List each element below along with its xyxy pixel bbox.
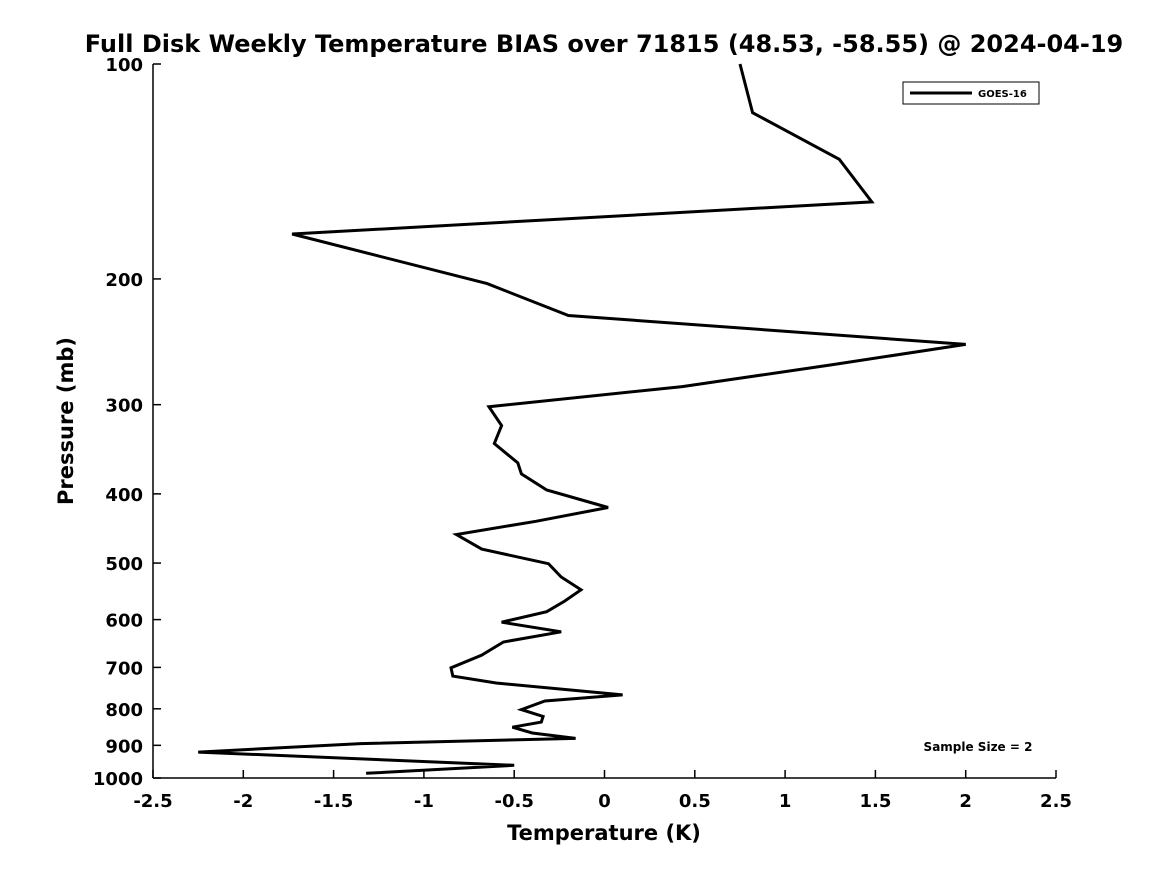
x-ticks: -2.5 -2 -1.5 -1 -0.5 0 0.5 1 1.5 2 2.5 (133, 770, 1072, 812)
y-tick-label: 1000 (93, 769, 143, 790)
y-tick-label: 300 (105, 396, 143, 417)
y-tick-label: 400 (105, 485, 143, 506)
y-axis-label: Pressure (mb) (54, 337, 78, 505)
y-tick-label: 800 (105, 700, 143, 721)
y-tick-label: 500 (105, 554, 143, 575)
x-tick-label: -2 (233, 791, 253, 812)
x-tick-label: -1.5 (314, 791, 353, 812)
sample-size-annotation: Sample Size = 2 (924, 740, 1033, 754)
x-axis-label: Temperature (K) (507, 821, 701, 845)
chart-title: Full Disk Weekly Temperature BIAS over 7… (85, 30, 1124, 58)
y-tick-label: 200 (105, 270, 143, 291)
legend: GOES-16 (902, 81, 1040, 105)
x-tick-label: -2.5 (133, 791, 172, 812)
y-tick-label: 600 (105, 611, 143, 632)
x-tick-label: -1 (414, 791, 434, 812)
y-tick-label: 900 (105, 736, 143, 757)
y-tick-label: 100 (105, 55, 143, 76)
series-line-goes-16 (198, 63, 966, 775)
x-tick-label: 2 (959, 791, 972, 812)
legend-entry-goes-16: GOES-16 (978, 89, 1027, 100)
x-tick-label: 2.5 (1040, 791, 1072, 812)
x-tick-label: 0 (598, 791, 611, 812)
x-tick-label: 1 (779, 791, 792, 812)
y-ticks: 100 200 300 400 500 600 700 800 900 1000 (93, 55, 161, 790)
plot-area: -2.5 -2 -1.5 -1 -0.5 0 0.5 1 1.5 2 2.5 100 200 300 40… (93, 55, 1072, 812)
x-tick-label: 0.5 (679, 791, 711, 812)
x-tick-label: 1.5 (859, 791, 891, 812)
x-tick-label: -0.5 (495, 791, 534, 812)
y-tick-label: 700 (105, 658, 143, 679)
